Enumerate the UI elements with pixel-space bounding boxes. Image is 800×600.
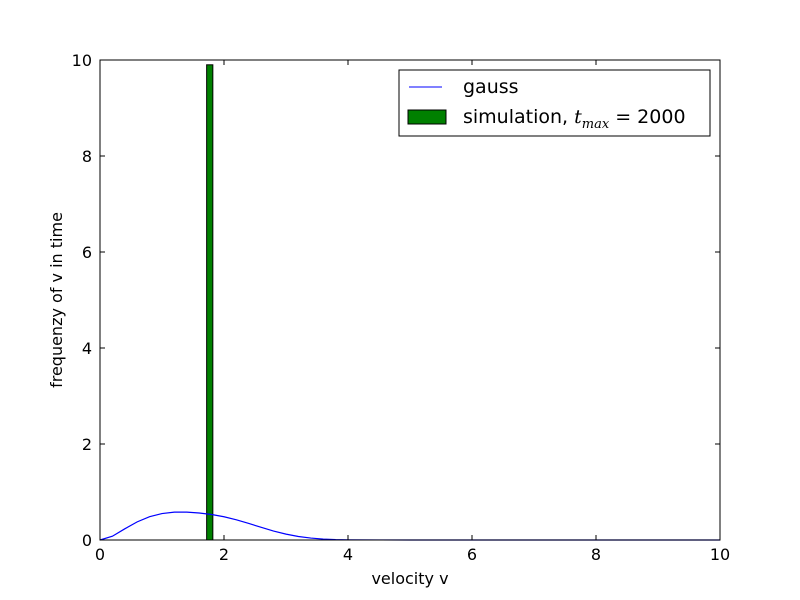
- legend-simulation-math-sub: max: [582, 117, 610, 132]
- x-tick-label: 2: [219, 545, 229, 564]
- legend-simulation-swatch: [407, 109, 447, 125]
- y-tick-label: 0: [82, 531, 92, 550]
- legend-box: [398, 69, 711, 137]
- x-tick-label: 8: [591, 545, 601, 564]
- legend-simulation-label: simulation, tmax = 2000: [463, 106, 686, 132]
- y-tick-label: 4: [82, 339, 92, 358]
- x-tick-label: 0: [95, 545, 105, 564]
- y-tick-label: 6: [82, 243, 92, 262]
- y-tick-label: 10: [72, 51, 92, 70]
- axis-ticks: 0 2 4 6 8 10 0 2 4 6 8 10: [72, 51, 731, 564]
- x-tick-label: 6: [467, 545, 477, 564]
- y-tick-label: 8: [82, 147, 92, 166]
- gauss-line: [99, 511, 720, 541]
- legend-gauss-label: gauss: [463, 76, 519, 98]
- x-tick-label: 10: [710, 545, 730, 564]
- legend-simulation-math-base: t: [574, 106, 582, 128]
- legend-simulation-suffix: = 2000: [609, 106, 685, 128]
- x-tick-label: 4: [343, 545, 353, 564]
- x-axis-label: velocity v: [371, 569, 448, 588]
- legend: gauss simulation, tmax = 2000: [398, 69, 711, 137]
- y-axis-label: frequenzy of v in time: [47, 212, 66, 388]
- plot-frame: [99, 59, 721, 541]
- y-tick-label: 2: [82, 435, 92, 454]
- histogram-bar-0: [206, 64, 214, 541]
- legend-simulation-prefix: simulation,: [463, 106, 574, 128]
